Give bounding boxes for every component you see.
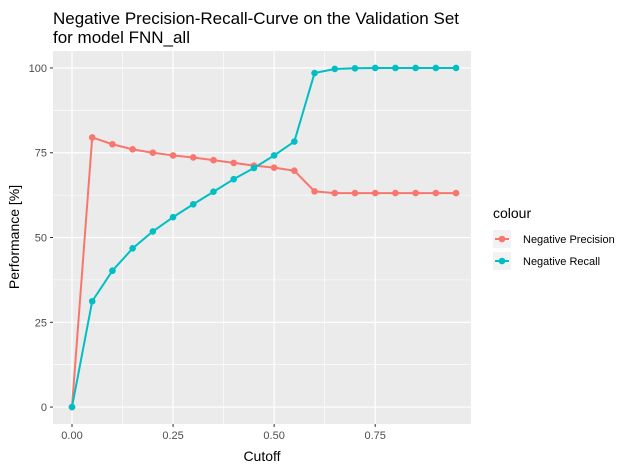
data-point <box>88 297 96 305</box>
data-point <box>331 189 339 197</box>
data-point <box>149 149 157 157</box>
data-point <box>189 154 197 161</box>
data-point <box>189 200 197 208</box>
data-point <box>230 175 238 183</box>
legend-key-point <box>498 257 506 265</box>
series-line <box>71 66 457 408</box>
x-tick-label: 0.25 <box>162 430 183 442</box>
data-point <box>351 189 359 197</box>
data-point <box>371 64 379 72</box>
data-point <box>88 134 96 141</box>
data-point <box>392 189 399 197</box>
y-tick-label: 25 <box>35 317 47 329</box>
data-point <box>371 189 379 197</box>
data-point <box>109 267 116 275</box>
series-layer <box>68 64 460 411</box>
data-point <box>250 164 258 172</box>
x-axis-label: Cutoff <box>243 448 280 464</box>
data-point <box>169 152 177 159</box>
data-point <box>432 189 440 197</box>
legend-title: colour <box>493 205 531 221</box>
chart-subtitle: for model FNN_all <box>53 28 190 47</box>
data-point <box>68 403 76 411</box>
data-point <box>291 167 298 174</box>
data-point <box>149 228 157 235</box>
data-point <box>129 245 136 252</box>
data-point <box>351 64 359 72</box>
y-tick-label: 100 <box>29 63 47 75</box>
data-point <box>291 138 298 145</box>
data-point <box>311 188 318 195</box>
legend-items: Negative Precision Negative Recall <box>493 230 615 270</box>
data-point <box>210 188 217 196</box>
grid-major <box>53 51 471 424</box>
y-tick-label: 75 <box>35 148 47 160</box>
x-tick-label: 0.50 <box>263 430 284 442</box>
data-point <box>270 152 278 159</box>
data-point <box>412 189 419 197</box>
y-tick-label: 0 <box>41 402 47 414</box>
data-point <box>210 156 217 164</box>
legend-label: Negative Recall <box>523 256 600 268</box>
data-point <box>392 64 399 72</box>
x-tick-label: 0.75 <box>364 430 385 442</box>
legend-label: Negative Precision <box>523 234 615 246</box>
data-point <box>169 213 177 221</box>
data-point <box>331 65 339 73</box>
y-axis-label: Performance [%] <box>6 185 22 289</box>
data-point <box>311 69 318 77</box>
data-point <box>129 146 136 153</box>
y-tick-label: 50 <box>35 233 47 245</box>
series-line <box>71 136 457 408</box>
x-tick-label: 0.00 <box>61 430 82 442</box>
data-point <box>109 140 116 148</box>
data-point <box>270 164 278 171</box>
data-point <box>452 189 460 197</box>
axis-ticks <box>50 67 376 427</box>
legend-key-point <box>498 235 506 243</box>
data-point <box>432 64 440 72</box>
data-point <box>412 64 419 72</box>
chart-title: Negative Precision-Recall-Curve on the V… <box>53 9 459 28</box>
data-point <box>452 64 460 72</box>
data-point <box>230 159 238 167</box>
tick-labels: 0.00 0.25 0.50 0.75 0 25 50 75 100 <box>29 63 386 442</box>
legend: colour Negative Precision Negative Recall <box>493 205 615 270</box>
